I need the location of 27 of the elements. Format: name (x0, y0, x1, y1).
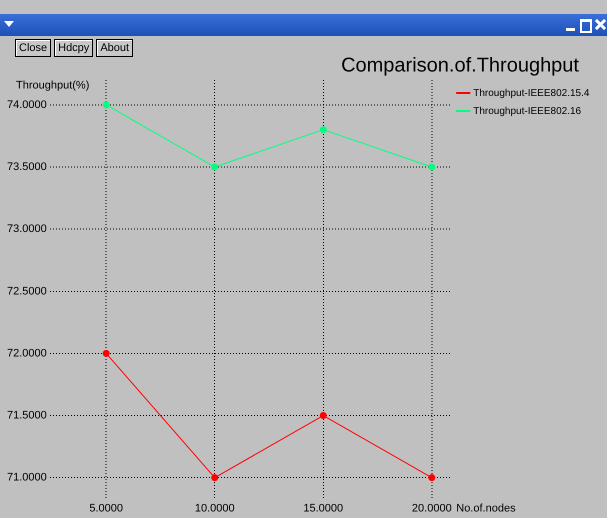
y-tick-label: 73.5000 (6, 161, 47, 174)
point (428, 474, 436, 482)
y-tick-label: 72.0000 (6, 347, 47, 360)
point (211, 163, 218, 170)
point (211, 474, 218, 482)
y-tick-label: 71.0000 (6, 472, 47, 484)
y-tick-label: 74.0000 (6, 98, 47, 111)
point (320, 126, 327, 134)
chart-title: Comparison.of.Throughput (341, 54, 580, 77)
point (102, 101, 110, 108)
y-tick-label: 71.5000 (6, 410, 47, 422)
x-tick-label: 15.0000 (303, 502, 344, 514)
point (102, 350, 110, 357)
text: Hdcpy (54, 39, 94, 57)
x-axis-title: No.of.nodes (456, 502, 516, 514)
x-tick-label: 10.0000 (194, 502, 235, 514)
y-tick-label: 72.5000 (6, 285, 47, 298)
y-axis-title: Throughput(%) (16, 80, 90, 92)
legend-label: Throughput-IEEE802.16 (473, 106, 582, 117)
x-tick-label: 5.0000 (89, 502, 124, 514)
legend-label: Throughput-IEEE802.15.4 (473, 88, 590, 99)
x-tick-label: 20.0000 (412, 502, 452, 514)
text: Close (15, 39, 52, 57)
point (428, 163, 436, 170)
point (320, 412, 327, 420)
y-tick-label: 73.0000 (6, 223, 47, 236)
text: About (96, 39, 134, 57)
